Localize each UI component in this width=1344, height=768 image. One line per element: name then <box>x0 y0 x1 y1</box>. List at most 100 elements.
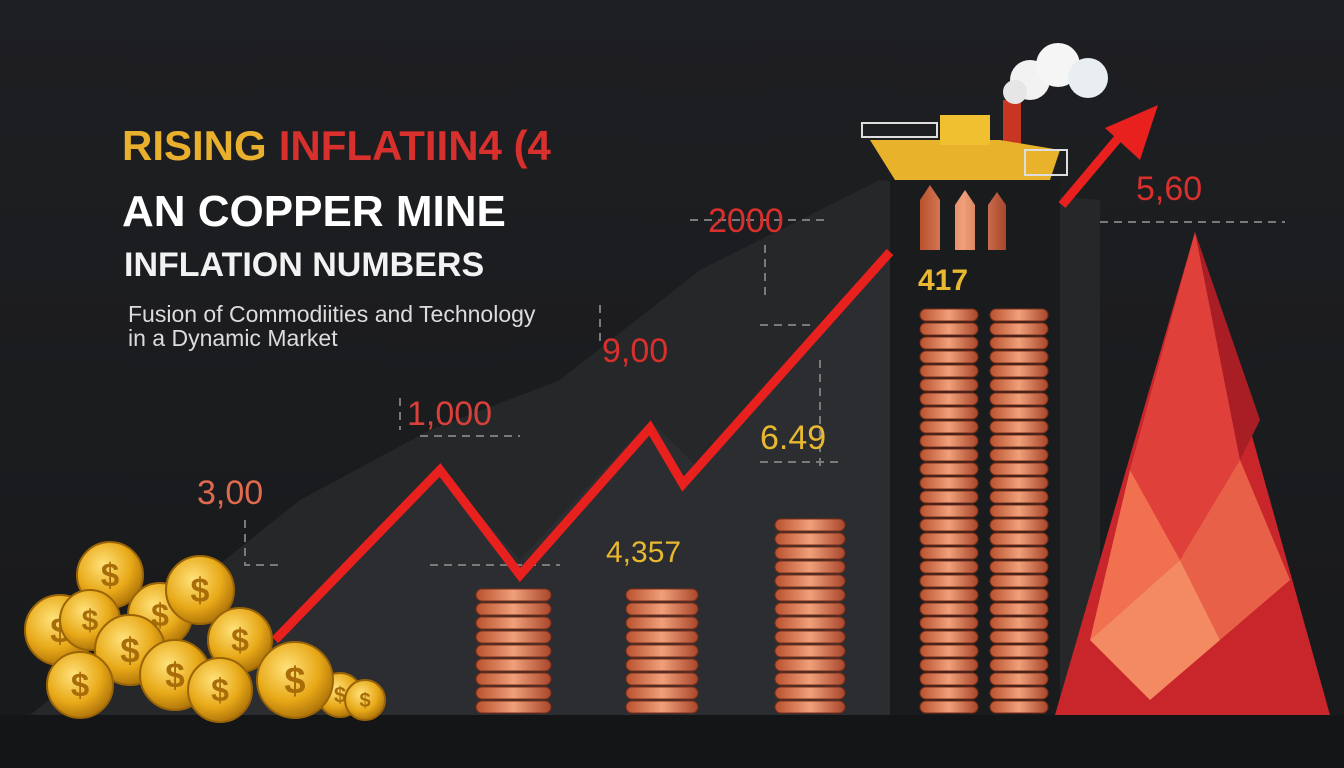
title-line1: RISING INFLATIIN4 (4 <box>122 122 552 169</box>
gold-coins: $$$$$$$$$$$$$$ <box>24 541 386 723</box>
coin-symbol: $ <box>82 605 99 638</box>
copper-coin <box>774 700 846 714</box>
copper-coin <box>774 532 846 546</box>
copper-coin <box>989 574 1049 588</box>
value-label: 3,00 <box>197 474 263 512</box>
copper-coin <box>989 364 1049 378</box>
copper-coin <box>919 406 979 420</box>
copper-coin <box>475 672 552 686</box>
copper-coin <box>919 308 979 322</box>
copper-coin <box>919 350 979 364</box>
copper-coin <box>919 532 979 546</box>
copper-coin <box>625 658 699 672</box>
copper-coin <box>475 588 552 602</box>
copper-coin <box>919 434 979 448</box>
coin-symbol: $ <box>120 631 139 670</box>
title-word: INFLATIIN4 (4 <box>279 122 552 169</box>
copper-coin <box>475 700 552 714</box>
copper-coin <box>989 700 1049 714</box>
copper-coin <box>919 392 979 406</box>
copper-coin <box>919 504 979 518</box>
copper-coin <box>989 434 1049 448</box>
heading: RISING INFLATIIN4 (4 AN COPPER MINE INFLA… <box>122 122 552 351</box>
coin-symbol: $ <box>334 683 346 708</box>
copper-coin <box>989 350 1049 364</box>
copper-coin <box>919 658 979 672</box>
coin-symbol: $ <box>191 572 210 610</box>
copper-coin <box>989 462 1049 476</box>
copper-coin <box>774 546 846 560</box>
copper-coin <box>774 644 846 658</box>
gold-coin <box>187 657 253 723</box>
value-label: 9,00 <box>602 332 668 370</box>
coin-symbol: $ <box>359 690 370 712</box>
gold-coin <box>46 651 114 719</box>
copper-coin <box>989 644 1049 658</box>
copper-coin <box>989 490 1049 504</box>
copper-coin <box>989 546 1049 560</box>
copper-coin <box>919 560 979 574</box>
copper-coin <box>989 686 1049 700</box>
copper-coin <box>625 686 699 700</box>
copper-coin <box>475 602 552 616</box>
copper-coin <box>625 602 699 616</box>
copper-coin <box>989 476 1049 490</box>
title-word: RISING <box>122 122 267 169</box>
copper-coin <box>919 616 979 630</box>
gold-coin <box>165 555 235 625</box>
copper-coin <box>919 378 979 392</box>
copper-coin <box>774 616 846 630</box>
copper-coin <box>989 658 1049 672</box>
copper-coin <box>989 616 1049 630</box>
copper-coin <box>919 462 979 476</box>
copper-coin <box>625 616 699 630</box>
ground <box>0 715 1344 768</box>
copper-coin <box>625 700 699 714</box>
copper-coin <box>989 336 1049 350</box>
copper-coin <box>989 322 1049 336</box>
copper-coin <box>774 518 846 532</box>
coin-symbol: $ <box>211 672 229 708</box>
copper-coin <box>989 630 1049 644</box>
copper-coin <box>475 630 552 644</box>
copper-coin <box>774 560 846 574</box>
copper-coin <box>919 420 979 434</box>
price-arrow <box>271 105 1158 644</box>
copper-coin <box>989 420 1049 434</box>
copper-coin <box>625 588 699 602</box>
copper-stacks <box>475 308 1049 714</box>
copper-coin <box>989 448 1049 462</box>
copper-coin <box>774 686 846 700</box>
copper-coin <box>774 672 846 686</box>
copper-coin <box>774 658 846 672</box>
copper-coin <box>989 560 1049 574</box>
copper-coin <box>919 490 979 504</box>
copper-coin <box>919 364 979 378</box>
copper-coin <box>989 406 1049 420</box>
value-label: 5,60 <box>1136 170 1202 208</box>
copper-coin <box>919 644 979 658</box>
copper-coin <box>919 546 979 560</box>
copper-coin <box>989 588 1049 602</box>
coin-symbol: $ <box>231 622 249 658</box>
copper-coin <box>774 602 846 616</box>
copper-coin <box>989 602 1049 616</box>
coin-symbol: $ <box>165 656 184 695</box>
mine-machine <box>861 43 1108 250</box>
title-line2: AN COPPER MINE <box>122 187 506 236</box>
copper-coin <box>989 504 1049 518</box>
coin-symbol: $ <box>71 667 89 704</box>
value-labels: 3,00 1,000 9,00 2000 5,60 417 6.49 4,357 <box>197 170 1202 569</box>
copper-coin <box>919 588 979 602</box>
copper-coin <box>625 644 699 658</box>
gold-coin <box>256 641 334 719</box>
copper-coin <box>919 630 979 644</box>
copper-coin <box>919 448 979 462</box>
copper-coin <box>919 700 979 714</box>
copper-coin <box>919 322 979 336</box>
value-label: 6.49 <box>760 419 826 457</box>
value-label: 1,000 <box>407 395 492 433</box>
copper-coin <box>989 532 1049 546</box>
subtitle: Fusion of Commodiities and Technology <box>128 301 536 327</box>
